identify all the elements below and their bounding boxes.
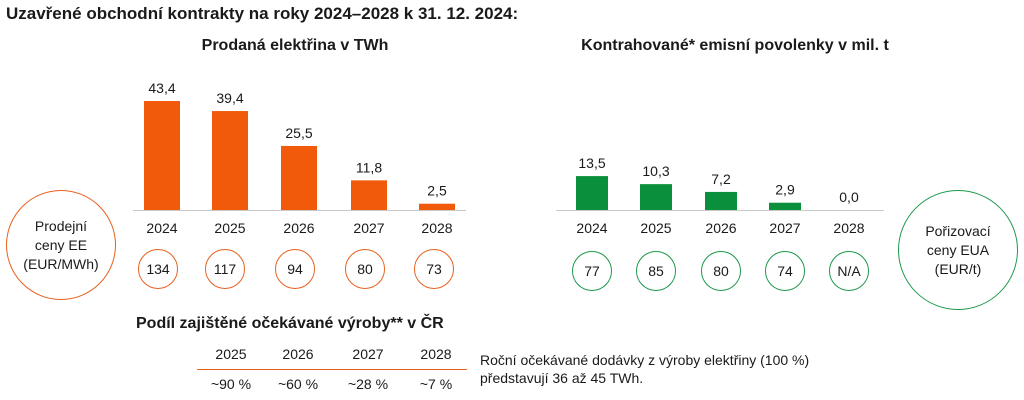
hedge-note-line: Roční očekávané dodávky z výroby elektři… <box>480 352 810 368</box>
bar <box>212 111 248 210</box>
category-label: 2028 <box>421 220 452 236</box>
data-label: 25,5 <box>285 125 312 141</box>
category-label: 2025 <box>640 220 671 236</box>
hedge-year: 2026 <box>282 346 314 362</box>
data-label: 43,4 <box>148 80 175 96</box>
bar <box>705 191 737 210</box>
category-label: 2028 <box>833 220 864 236</box>
chart-title-electricity: Prodaná elektřina v TWh <box>201 37 389 54</box>
bar <box>576 176 608 210</box>
chart-title-emission-allowances: Kontrahované* emisní povolenky v mil. t <box>581 37 889 54</box>
category-label: 2025 <box>214 220 245 236</box>
eua-price-label-line: ceny EUA <box>926 241 990 258</box>
hedge-share: ~7 % <box>419 376 453 392</box>
bar <box>419 203 455 210</box>
category-label: 2024 <box>576 220 607 236</box>
eua-price-label-line: Pořizovací <box>925 222 991 239</box>
category-label: 2027 <box>353 220 384 236</box>
data-label: 0,0 <box>839 189 859 205</box>
data-label: 2,5 <box>427 183 447 199</box>
eua-price-circle: 80 <box>701 251 741 291</box>
eua-price-circle: 77 <box>572 251 612 291</box>
hedge-divider <box>197 369 467 370</box>
eua-price-label-line: (EUR/t) <box>934 260 982 277</box>
electricity-price-circle: 80 <box>345 249 385 289</box>
data-label: 10,3 <box>642 163 669 179</box>
category-label: 2026 <box>283 220 314 236</box>
data-label: 7,2 <box>711 171 731 187</box>
eua-price-circle: 85 <box>636 251 676 291</box>
bar <box>640 184 672 210</box>
hedge-year: 2027 <box>352 346 384 362</box>
hedge-note-line: představují 36 až 45 TWh. <box>480 370 644 386</box>
electricity-price-circle: 73 <box>414 249 454 289</box>
hedge-year: 2025 <box>215 346 247 362</box>
data-label: 2,9 <box>775 182 795 198</box>
data-label: 11,8 <box>356 159 382 175</box>
hedge-section-title: Podíl zajištěné očekávané výroby** v ČR <box>136 315 444 332</box>
bar <box>281 145 317 210</box>
eua-price-circle: N/A <box>829 251 869 291</box>
data-label: 13,5 <box>578 155 605 171</box>
eua-price-label-circle: Pořizovací ceny EUA (EUR/t) <box>898 190 1018 310</box>
electricity-price-circle: 134 <box>138 249 178 289</box>
hedge-year: 2028 <box>420 346 452 362</box>
bar <box>769 202 801 210</box>
page-title: Uzavřené obchodní kontrakty na roky 2024… <box>6 4 519 23</box>
data-label: 39,4 <box>216 90 243 106</box>
electricity-price-label-line: (EUR/MWh) <box>23 255 99 272</box>
hedge-share: ~28 % <box>347 376 389 392</box>
hedge-share: ~90 % <box>210 376 252 392</box>
eua-price-circle: 74 <box>765 251 805 291</box>
electricity-price-circle: 94 <box>275 249 315 289</box>
electricity-price-label-circle: Prodejní ceny EE (EUR/MWh) <box>6 190 116 300</box>
electricity-price-label-line: Prodejní <box>34 217 88 234</box>
bar <box>351 180 387 210</box>
category-label: 2024 <box>146 220 177 236</box>
electricity-price-circle: 117 <box>205 249 245 289</box>
category-label: 2027 <box>769 220 800 236</box>
bar <box>144 101 180 210</box>
hedge-note: Roční očekávané dodávky z výroby elektři… <box>480 351 809 387</box>
hedge-share: ~60 % <box>277 376 319 392</box>
electricity-price-label-line: ceny EE <box>34 236 88 253</box>
category-label: 2026 <box>705 220 736 236</box>
